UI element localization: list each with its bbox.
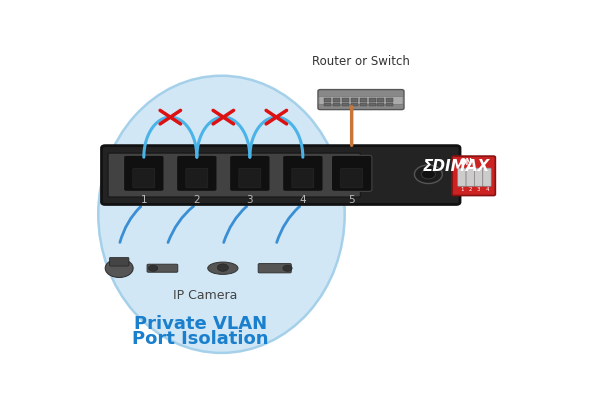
Circle shape	[105, 259, 133, 278]
FancyBboxPatch shape	[475, 168, 483, 186]
FancyBboxPatch shape	[386, 98, 393, 102]
FancyBboxPatch shape	[258, 264, 291, 273]
Text: 2: 2	[194, 196, 200, 206]
FancyBboxPatch shape	[334, 102, 340, 106]
Text: 2: 2	[469, 187, 472, 192]
FancyBboxPatch shape	[331, 155, 372, 191]
Circle shape	[283, 265, 292, 271]
FancyBboxPatch shape	[341, 168, 362, 188]
FancyArrowPatch shape	[224, 207, 247, 242]
FancyBboxPatch shape	[368, 102, 376, 106]
Text: 1: 1	[140, 196, 147, 206]
Text: 4: 4	[485, 187, 489, 192]
FancyBboxPatch shape	[351, 98, 358, 102]
FancyBboxPatch shape	[319, 96, 403, 104]
FancyBboxPatch shape	[360, 98, 367, 102]
Text: Port Isolation: Port Isolation	[133, 330, 269, 348]
FancyBboxPatch shape	[377, 98, 385, 102]
FancyArrowPatch shape	[277, 207, 299, 242]
FancyBboxPatch shape	[360, 102, 367, 106]
FancyBboxPatch shape	[458, 168, 466, 186]
FancyArrowPatch shape	[168, 206, 193, 242]
FancyBboxPatch shape	[334, 98, 340, 102]
Circle shape	[148, 265, 158, 271]
FancyBboxPatch shape	[325, 98, 331, 102]
Ellipse shape	[208, 262, 238, 274]
Text: Router or Switch: Router or Switch	[312, 55, 410, 68]
FancyBboxPatch shape	[108, 153, 361, 197]
FancyBboxPatch shape	[124, 155, 164, 191]
FancyBboxPatch shape	[377, 102, 385, 106]
FancyBboxPatch shape	[466, 168, 475, 186]
Text: IP Camera: IP Camera	[173, 290, 238, 302]
FancyBboxPatch shape	[176, 155, 217, 191]
FancyArrowPatch shape	[120, 207, 140, 242]
Text: ON: ON	[460, 158, 473, 167]
Text: 3: 3	[477, 187, 481, 192]
FancyBboxPatch shape	[342, 102, 349, 106]
FancyBboxPatch shape	[239, 168, 261, 188]
Text: 5: 5	[349, 196, 355, 206]
FancyBboxPatch shape	[101, 146, 460, 204]
Circle shape	[415, 165, 442, 184]
FancyBboxPatch shape	[368, 98, 376, 102]
Text: ΣDIMAX: ΣDIMAX	[422, 159, 490, 174]
FancyBboxPatch shape	[342, 98, 349, 102]
Ellipse shape	[98, 76, 344, 353]
FancyBboxPatch shape	[109, 258, 129, 266]
Text: 1: 1	[460, 187, 464, 192]
FancyBboxPatch shape	[351, 102, 358, 106]
FancyBboxPatch shape	[230, 155, 270, 191]
Text: Private VLAN: Private VLAN	[134, 315, 267, 333]
FancyBboxPatch shape	[133, 168, 155, 188]
FancyBboxPatch shape	[483, 168, 491, 186]
FancyBboxPatch shape	[147, 264, 178, 272]
Text: 4: 4	[299, 196, 306, 206]
Text: 3: 3	[247, 196, 253, 206]
FancyBboxPatch shape	[318, 90, 404, 110]
FancyBboxPatch shape	[325, 102, 331, 106]
FancyBboxPatch shape	[186, 168, 208, 188]
FancyBboxPatch shape	[386, 102, 393, 106]
Circle shape	[421, 170, 436, 179]
Circle shape	[217, 264, 229, 271]
FancyBboxPatch shape	[292, 168, 314, 188]
FancyBboxPatch shape	[452, 156, 496, 196]
FancyBboxPatch shape	[283, 155, 323, 191]
